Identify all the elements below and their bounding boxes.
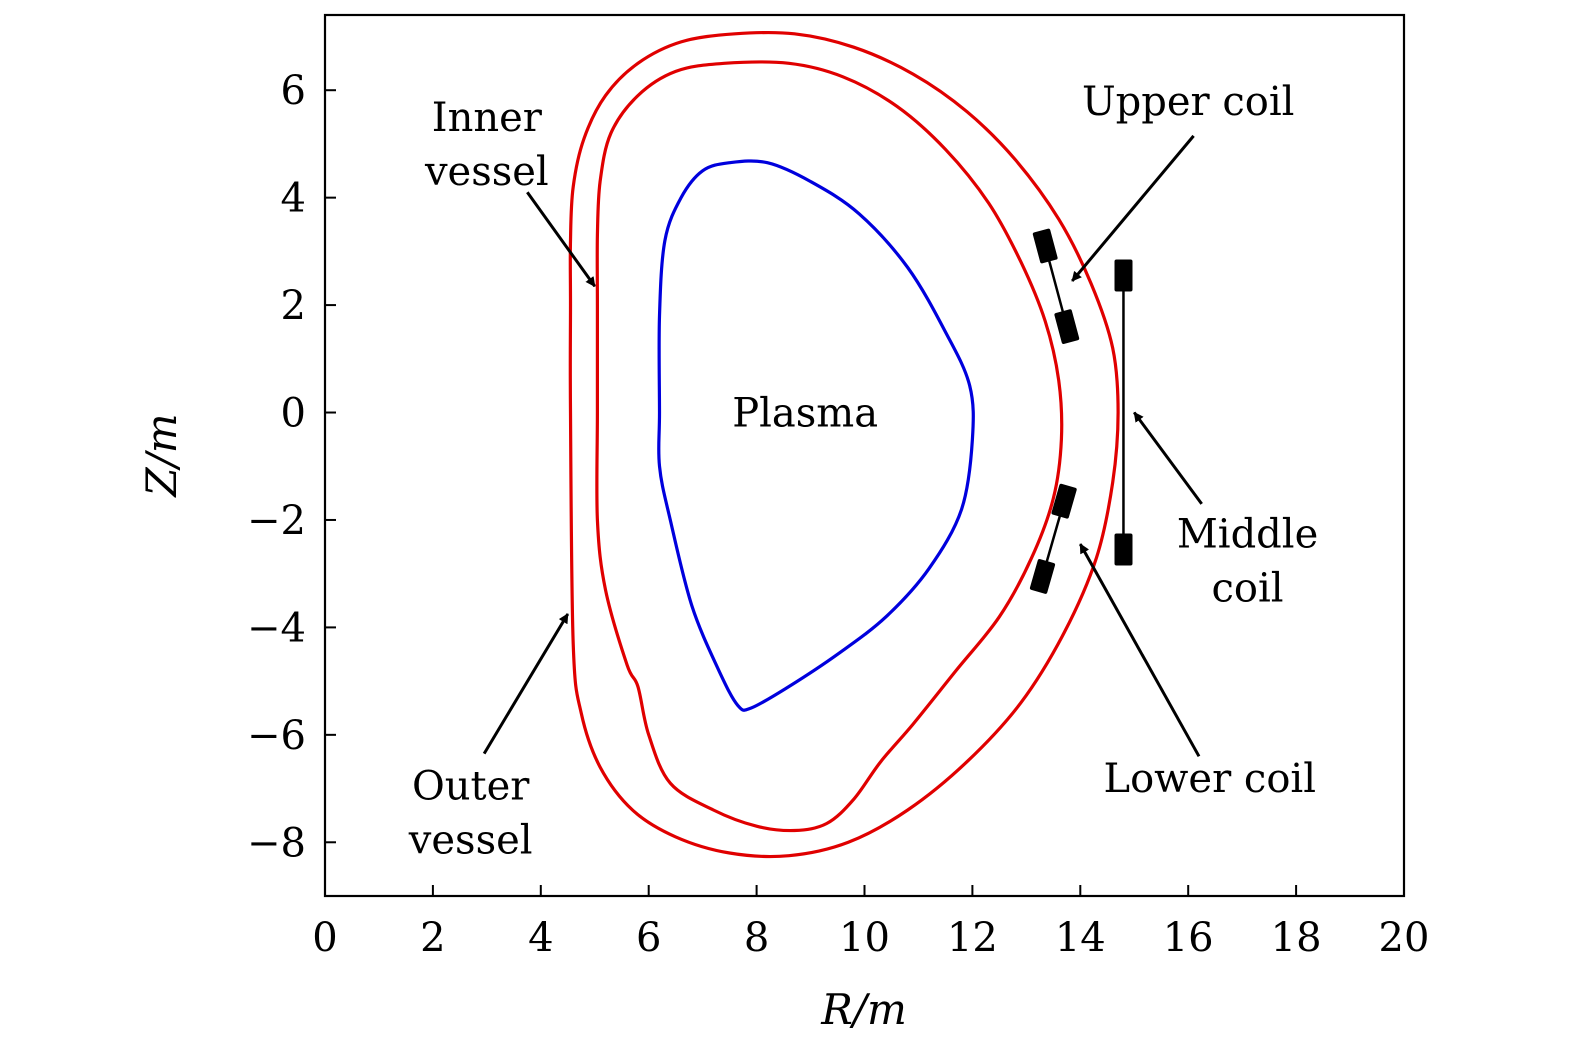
x-axis-ticks: 0 2 4 6 8 10 12 14 16 18 20 xyxy=(312,885,1429,961)
middle-coil-block-top xyxy=(1114,259,1133,292)
annotation-upper-arrow xyxy=(1071,134,1195,282)
y-tick-label: −4 xyxy=(247,605,306,651)
y-axis-label: Z/m xyxy=(137,413,186,498)
y-tick-label: 0 xyxy=(281,391,306,437)
annotation-lower-label: Lower coil xyxy=(1104,756,1316,802)
series-layer xyxy=(568,30,1120,859)
annotation-inner-label: vessel xyxy=(424,149,549,195)
coil-layer xyxy=(1029,228,1133,594)
annotation-inner-arrow xyxy=(526,191,596,288)
annotation-plasma-label: Plasma xyxy=(732,391,878,437)
annotation-outer-arrow xyxy=(482,613,570,755)
x-tick-label: 6 xyxy=(636,915,661,961)
series-outer-vessel-line xyxy=(568,30,1120,859)
y-tick-label: 6 xyxy=(281,68,306,114)
x-tick-label: 12 xyxy=(947,915,998,961)
annotation-middle-arrow xyxy=(1133,411,1203,505)
annotation-outer-label: Outer xyxy=(412,764,530,810)
y-tick-label: 2 xyxy=(281,283,306,329)
annotation-lower-arrow xyxy=(1078,543,1201,758)
x-tick-label: 2 xyxy=(420,915,445,961)
y-axis-ticks: 6 4 2 0 −2 −4 −6 −8 xyxy=(247,68,336,866)
annotation-middle-label: Middle xyxy=(1177,511,1318,557)
x-tick-label: 18 xyxy=(1271,915,1322,961)
series-inner-vessel-line xyxy=(595,60,1064,833)
y-tick-label: −6 xyxy=(247,713,306,759)
x-tick-label: 0 xyxy=(312,915,337,961)
annotation-inner-label: Inner xyxy=(432,95,543,141)
x-tick-label: 14 xyxy=(1055,915,1106,961)
lower-coil-block-top xyxy=(1051,483,1077,519)
y-tick-label: −8 xyxy=(247,820,306,866)
x-tick-label: 16 xyxy=(1163,915,1214,961)
upper-coil-block-bottom xyxy=(1054,309,1080,344)
middle-coil-block-bottom xyxy=(1114,533,1133,566)
x-tick-label: 4 xyxy=(528,915,553,961)
y-tick-label: 4 xyxy=(281,176,306,222)
x-tick-label: 8 xyxy=(744,915,769,961)
y-tick-label: −2 xyxy=(247,498,306,544)
x-tick-label: 10 xyxy=(839,915,890,961)
annotation-upper-label: Upper coil xyxy=(1082,79,1295,125)
annotation-outer-label: vessel xyxy=(408,818,533,864)
annotation-layer: Inner vessel Outer vessel Plasma Upper coil Mi… xyxy=(408,79,1318,864)
lower-coil-block-bottom xyxy=(1029,559,1056,594)
x-axis-label: R/m xyxy=(820,985,907,1034)
x-tick-label: 20 xyxy=(1379,915,1430,961)
annotation-middle-label: coil xyxy=(1212,565,1284,611)
upper-coil-block-top xyxy=(1032,228,1058,264)
series-plasma-line xyxy=(657,159,975,712)
